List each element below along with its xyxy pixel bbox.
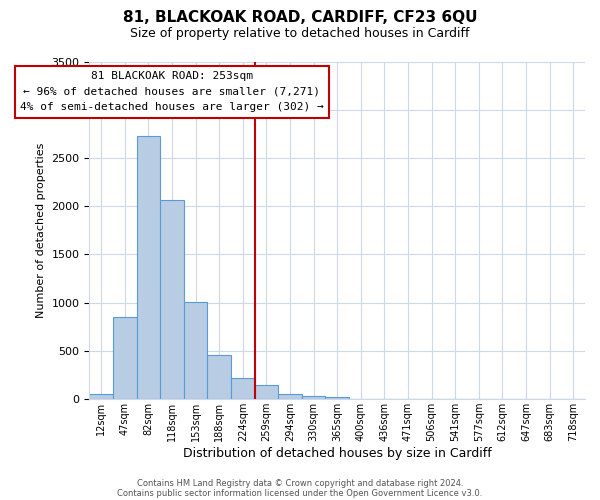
Bar: [89, 394, 113, 399]
Bar: [325, 397, 349, 399]
Bar: [208, 356, 231, 399]
Text: Contains HM Land Registry data © Crown copyright and database right 2024.: Contains HM Land Registry data © Crown c…: [137, 478, 463, 488]
Y-axis label: Number of detached properties: Number of detached properties: [36, 142, 46, 318]
X-axis label: Distribution of detached houses by size in Cardiff: Distribution of detached houses by size …: [183, 447, 491, 460]
Text: 81, BLACKOAK ROAD, CARDIFF, CF23 6QU: 81, BLACKOAK ROAD, CARDIFF, CF23 6QU: [123, 10, 477, 25]
Bar: [254, 385, 278, 399]
Bar: [231, 378, 254, 399]
Bar: [160, 200, 184, 399]
Bar: [137, 136, 160, 399]
Text: 81 BLACKOAK ROAD: 253sqm
← 96% of detached houses are smaller (7,271)
4% of semi: 81 BLACKOAK ROAD: 253sqm ← 96% of detach…: [20, 71, 324, 112]
Bar: [278, 394, 302, 399]
Text: Contains public sector information licensed under the Open Government Licence v3: Contains public sector information licen…: [118, 488, 482, 498]
Bar: [302, 396, 325, 399]
Bar: [184, 302, 208, 399]
Text: Size of property relative to detached houses in Cardiff: Size of property relative to detached ho…: [130, 28, 470, 40]
Bar: [113, 316, 137, 399]
